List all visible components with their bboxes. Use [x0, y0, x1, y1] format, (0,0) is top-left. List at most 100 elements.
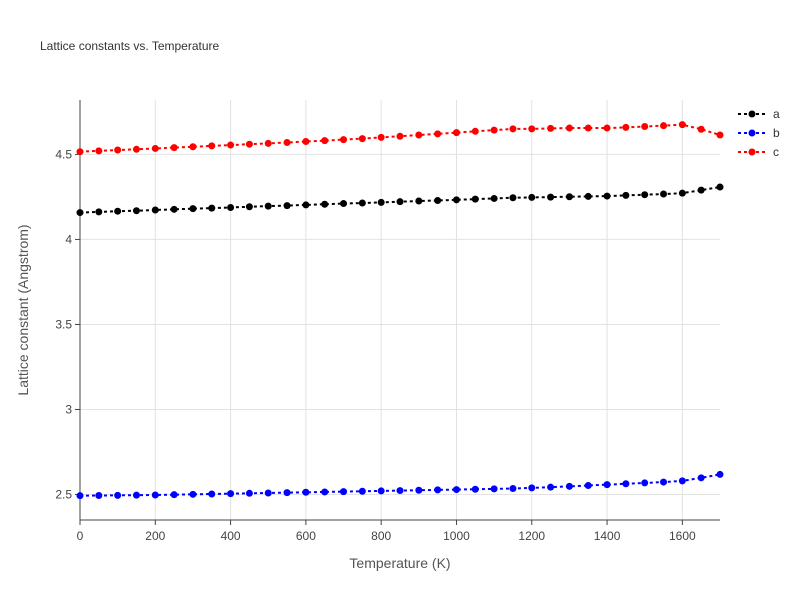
data-point-b[interactable] [678, 477, 686, 485]
data-point-c[interactable] [490, 126, 498, 134]
data-point-b[interactable] [584, 481, 592, 489]
data-point-b[interactable] [641, 479, 649, 487]
data-point-a[interactable] [189, 205, 197, 213]
data-point-b[interactable] [565, 482, 573, 490]
data-point-a[interactable] [584, 192, 592, 200]
data-point-c[interactable] [528, 125, 536, 133]
data-point-c[interactable] [622, 123, 630, 131]
data-point-c[interactable] [132, 145, 140, 153]
data-point-a[interactable] [490, 194, 498, 202]
data-point-c[interactable] [95, 147, 103, 155]
data-point-b[interactable] [452, 486, 460, 494]
data-point-a[interactable] [660, 190, 668, 198]
data-point-c[interactable] [245, 140, 253, 148]
data-point-b[interactable] [302, 488, 310, 496]
data-point-b[interactable] [189, 490, 197, 498]
data-point-a[interactable] [340, 200, 348, 208]
data-point-c[interactable] [76, 148, 84, 156]
data-point-c[interactable] [434, 130, 442, 138]
data-point-b[interactable] [170, 491, 178, 499]
data-point-c[interactable] [716, 131, 724, 139]
data-point-b[interactable] [471, 485, 479, 493]
data-point-b[interactable] [208, 490, 216, 498]
legend-item-c[interactable]: c [738, 145, 779, 159]
data-point-b[interactable] [415, 486, 423, 494]
data-point-c[interactable] [471, 127, 479, 135]
data-point-b[interactable] [340, 488, 348, 496]
data-point-a[interactable] [170, 205, 178, 213]
data-point-c[interactable] [321, 137, 329, 145]
data-point-a[interactable] [264, 202, 272, 210]
data-point-a[interactable] [603, 192, 611, 200]
data-point-b[interactable] [151, 491, 159, 499]
data-point-a[interactable] [415, 197, 423, 205]
data-point-b[interactable] [377, 487, 385, 495]
data-point-b[interactable] [490, 485, 498, 493]
data-point-b[interactable] [509, 485, 517, 493]
data-point-c[interactable] [377, 133, 385, 141]
data-point-c[interactable] [227, 141, 235, 149]
data-point-b[interactable] [603, 481, 611, 489]
data-point-a[interactable] [434, 196, 442, 204]
data-point-c[interactable] [641, 123, 649, 131]
data-point-b[interactable] [660, 478, 668, 486]
data-point-a[interactable] [245, 203, 253, 211]
data-point-c[interactable] [697, 125, 705, 133]
data-point-b[interactable] [132, 491, 140, 499]
data-point-c[interactable] [603, 124, 611, 132]
data-point-b[interactable] [697, 474, 705, 482]
legend-item-a[interactable]: a [738, 107, 780, 121]
legend-item-b[interactable]: b [738, 126, 780, 140]
data-point-a[interactable] [396, 198, 404, 206]
data-point-a[interactable] [509, 194, 517, 202]
data-point-b[interactable] [321, 488, 329, 496]
data-point-a[interactable] [321, 200, 329, 208]
data-point-a[interactable] [547, 193, 555, 201]
data-point-b[interactable] [358, 487, 366, 495]
data-point-a[interactable] [697, 186, 705, 194]
data-point-c[interactable] [584, 124, 592, 132]
data-point-b[interactable] [283, 489, 291, 497]
data-point-a[interactable] [95, 208, 103, 216]
data-point-c[interactable] [678, 121, 686, 129]
data-point-a[interactable] [76, 209, 84, 217]
data-point-c[interactable] [452, 129, 460, 137]
data-point-b[interactable] [434, 486, 442, 494]
data-point-c[interactable] [358, 135, 366, 143]
data-point-b[interactable] [528, 484, 536, 492]
data-point-b[interactable] [114, 491, 122, 499]
data-point-c[interactable] [264, 139, 272, 147]
data-point-a[interactable] [208, 204, 216, 212]
data-point-a[interactable] [565, 193, 573, 201]
data-point-b[interactable] [396, 487, 404, 495]
data-point-c[interactable] [415, 131, 423, 139]
data-point-c[interactable] [208, 142, 216, 150]
data-point-a[interactable] [471, 195, 479, 203]
data-point-c[interactable] [189, 143, 197, 151]
data-point-a[interactable] [641, 191, 649, 199]
data-point-b[interactable] [264, 489, 272, 497]
data-point-b[interactable] [716, 470, 724, 478]
data-point-c[interactable] [283, 139, 291, 147]
data-point-a[interactable] [302, 201, 310, 209]
data-point-b[interactable] [547, 483, 555, 491]
data-point-a[interactable] [678, 189, 686, 197]
data-point-a[interactable] [452, 196, 460, 204]
data-point-c[interactable] [114, 146, 122, 154]
data-point-a[interactable] [528, 193, 536, 201]
data-point-c[interactable] [302, 137, 310, 145]
data-point-a[interactable] [358, 199, 366, 207]
data-point-c[interactable] [151, 144, 159, 152]
data-point-a[interactable] [151, 206, 159, 214]
data-point-a[interactable] [132, 207, 140, 215]
data-point-c[interactable] [509, 125, 517, 133]
data-point-b[interactable] [76, 492, 84, 500]
data-point-c[interactable] [547, 124, 555, 132]
legend[interactable]: abc [738, 107, 780, 159]
data-point-c[interactable] [565, 124, 573, 132]
data-point-b[interactable] [227, 490, 235, 498]
data-point-a[interactable] [283, 202, 291, 210]
data-point-b[interactable] [95, 492, 103, 500]
data-point-b[interactable] [622, 480, 630, 488]
data-point-a[interactable] [716, 183, 724, 191]
